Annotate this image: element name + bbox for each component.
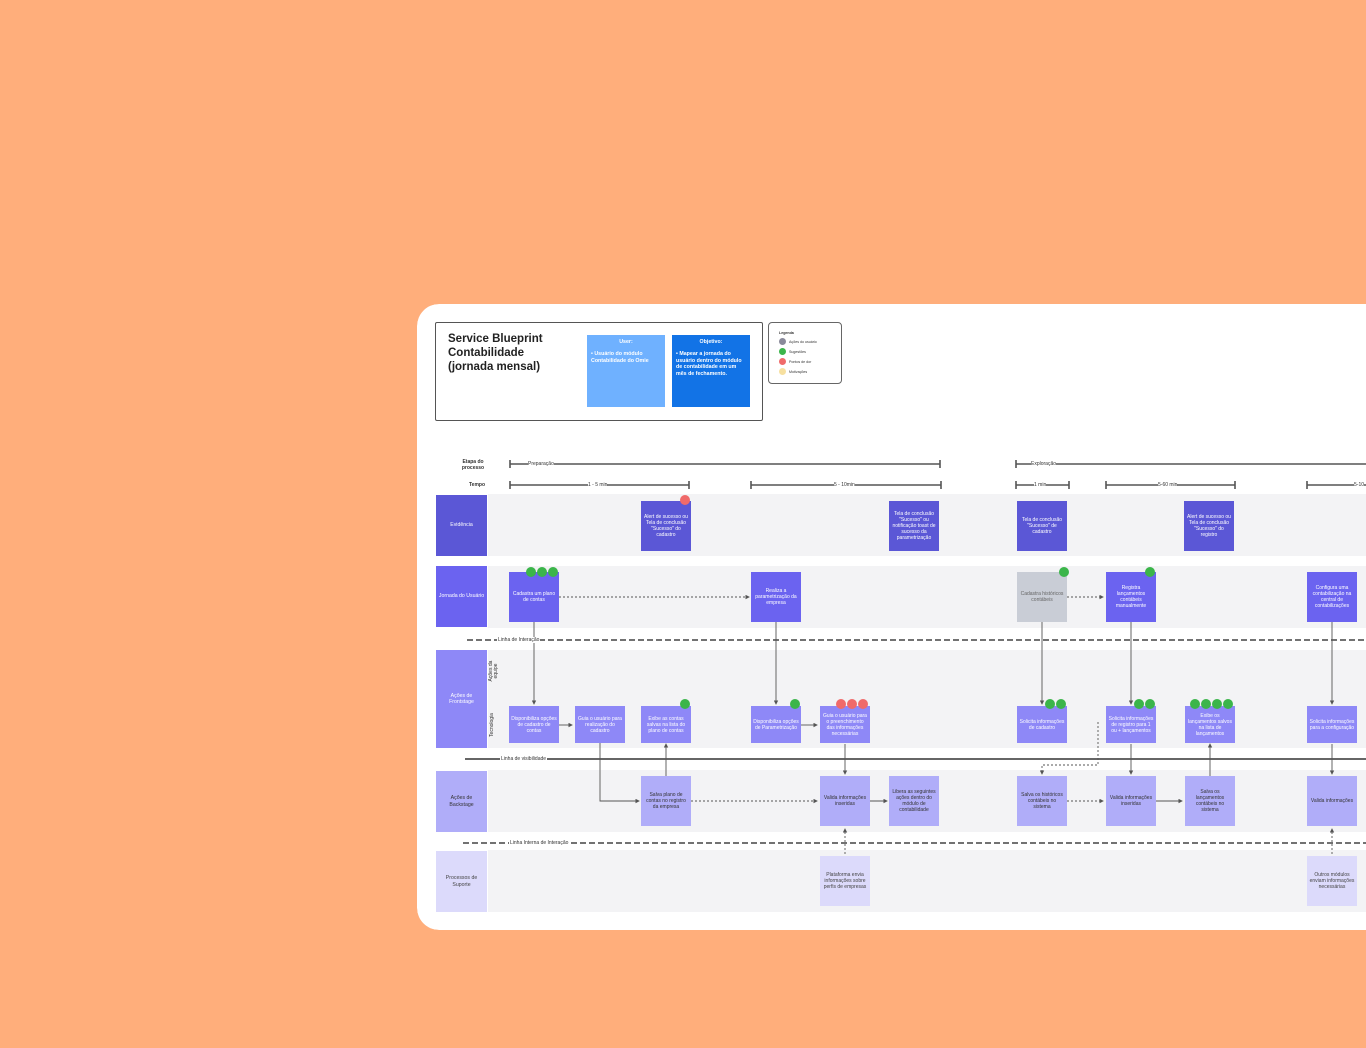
journey-card[interactable]: Configura uma contabilização na central … bbox=[1307, 572, 1357, 622]
frontstage-label: Ações de Frontstage bbox=[436, 650, 487, 748]
pain-point-icon bbox=[836, 699, 846, 709]
time-label: 5-10 bbox=[1354, 482, 1365, 488]
backstage-card[interactable]: Salva plano de contas no registro da emp… bbox=[641, 776, 691, 826]
suggestion-icon bbox=[790, 699, 800, 709]
journey-lane bbox=[488, 566, 1366, 628]
frontstage-card[interactable]: Solicita informações de registro para 1 … bbox=[1106, 706, 1156, 743]
evidence-card[interactable]: Alert de sucesso ou Tela de conclusão "S… bbox=[641, 501, 691, 551]
legend-dot bbox=[779, 348, 786, 355]
stage-row-label: Etapa do processo bbox=[461, 459, 485, 471]
evidence-card[interactable]: Tela de conclusão "Sucesso" ou notificaç… bbox=[889, 501, 939, 551]
user-card-heading: User: bbox=[619, 339, 633, 345]
suggestion-icon bbox=[1145, 567, 1155, 577]
time-label: 5-60 min bbox=[1158, 482, 1178, 488]
blueprint-title: Service Blueprint Contabilidade (jornada… bbox=[448, 333, 543, 373]
time-label: 5 - 10min bbox=[834, 482, 855, 488]
suggestion-icon bbox=[1201, 699, 1211, 709]
frontstage-card[interactable]: Disponibiliza opções de cadastro de cont… bbox=[509, 706, 559, 743]
legend-item: Pontos de dor bbox=[779, 358, 811, 365]
evidence-label: Evidência bbox=[436, 495, 487, 556]
blueprint-board: Service Blueprint Contabilidade (jornada… bbox=[417, 304, 1366, 930]
legend-dot bbox=[779, 338, 786, 345]
stage-label: Exploração bbox=[1031, 461, 1057, 467]
visibility-line-label: Linha de visibilidade bbox=[500, 756, 548, 762]
internal-line-label: Linha Interna de Interação bbox=[509, 840, 570, 846]
support-label: Processos de Suporte bbox=[436, 851, 487, 912]
suggestion-icon bbox=[1212, 699, 1222, 709]
frontstage-card[interactable]: Solicita informações para a configuração bbox=[1307, 706, 1357, 743]
pain-point-icon bbox=[680, 495, 690, 505]
legend-label: Pontos de dor bbox=[789, 359, 812, 364]
suggestion-icon bbox=[1059, 567, 1069, 577]
journey-card[interactable]: Cadastra históricos contábeis bbox=[1017, 572, 1067, 622]
evidence-card[interactable]: Tela de conclusão "Sucesso" de cadastro bbox=[1017, 501, 1067, 551]
backstage-card[interactable]: Valida informações inseridas bbox=[820, 776, 870, 826]
frontstage-card[interactable]: Solicita informações de cadastro bbox=[1017, 706, 1067, 743]
suggestion-icon bbox=[537, 567, 547, 577]
journey-label: Jornada do Usuário bbox=[436, 566, 487, 627]
title-panel: Service Blueprint Contabilidade (jornada… bbox=[435, 322, 763, 421]
user-card: User: • Usuário do módulo Contabilidade … bbox=[587, 335, 665, 407]
evidence-card[interactable]: Alert de sucesso ou Tela de conclusão "S… bbox=[1184, 501, 1234, 551]
support-lane bbox=[488, 850, 1366, 912]
suggestion-icon bbox=[1045, 699, 1055, 709]
support-card[interactable]: Outros módulos enviam informações necess… bbox=[1307, 856, 1357, 906]
backstage-card[interactable]: Salva os lançamentos contábeis no sistem… bbox=[1185, 776, 1235, 826]
backstage-card[interactable]: Valida informações bbox=[1307, 776, 1357, 826]
legend-panel: Legenda Ações do usuário Sugestões Ponto… bbox=[768, 322, 842, 384]
backstage-card[interactable]: Salva os históricos contábeis no sistema bbox=[1017, 776, 1067, 826]
time-label: 1 min bbox=[1034, 482, 1047, 488]
journey-card[interactable]: Cadastra um plano de contas bbox=[509, 572, 559, 622]
backstage-label: Ações de Backstage bbox=[436, 771, 487, 832]
goal-card-body: • Mapear a jornada do usuário dentro do … bbox=[676, 351, 742, 377]
support-card[interactable]: Plataforma envia informações sobre perfi… bbox=[820, 856, 870, 906]
legend-title: Legenda bbox=[779, 331, 794, 335]
pain-point-icon bbox=[858, 699, 868, 709]
user-card-body: • Usuário do módulo Contabilidade do Omi… bbox=[591, 351, 649, 364]
legend-item: Ações do usuário bbox=[779, 338, 817, 345]
suggestion-icon bbox=[1190, 699, 1200, 709]
frontstage-card[interactable]: Guia o usuário para realização do cadast… bbox=[575, 706, 625, 743]
frontstage-card[interactable]: Exibe as contas salvas na lista do plano… bbox=[641, 706, 691, 743]
stage-label: Preparação bbox=[528, 461, 554, 467]
blueprint-frame: Service Blueprint Contabilidade (jornada… bbox=[417, 304, 1366, 930]
goal-card-heading: Objetivo: bbox=[699, 339, 723, 345]
connector-layer bbox=[463, 460, 1366, 854]
frontstage-card[interactable]: Disponibiliza opções de Parametrização bbox=[751, 706, 801, 743]
suggestion-icon bbox=[1145, 699, 1155, 709]
suggestion-icon bbox=[1134, 699, 1144, 709]
pain-point-icon bbox=[847, 699, 857, 709]
backstage-card[interactable]: Libera as seguintes ações dentro do módu… bbox=[889, 776, 939, 826]
time-label: 1 - 5 min bbox=[588, 482, 608, 488]
journey-card[interactable]: Registra lançamentos contábeis manualmen… bbox=[1106, 572, 1156, 622]
suggestion-icon bbox=[680, 699, 690, 709]
backstage-card[interactable]: Valida informações inseridas bbox=[1106, 776, 1156, 826]
suggestion-icon bbox=[526, 567, 536, 577]
legend-label: Sugestões bbox=[789, 349, 806, 354]
goal-card: Objetivo: • Mapear a jornada do usuário … bbox=[672, 335, 750, 407]
suggestion-icon bbox=[1223, 699, 1233, 709]
interaction-line-label: Linha de Interação bbox=[497, 637, 541, 643]
suggestion-icon bbox=[1056, 699, 1066, 709]
suggestion-icon bbox=[548, 567, 558, 577]
frontstage-card[interactable]: Guia o usuário para o preenchimento das … bbox=[820, 706, 870, 743]
frontstage-card[interactable]: Exibe os lançamentos salvos na lista de … bbox=[1185, 706, 1235, 743]
journey-card[interactable]: Realiza a parametrização da empresa bbox=[751, 572, 801, 622]
legend-label: Ações do usuário bbox=[789, 339, 817, 344]
legend-item: Sugestões bbox=[779, 348, 806, 355]
legend-dot bbox=[779, 368, 786, 375]
time-row-label: Tempo bbox=[468, 482, 486, 488]
legend-dot bbox=[779, 358, 786, 365]
legend-label: Motivações bbox=[789, 369, 808, 374]
legend-item: Motivações bbox=[779, 368, 807, 375]
